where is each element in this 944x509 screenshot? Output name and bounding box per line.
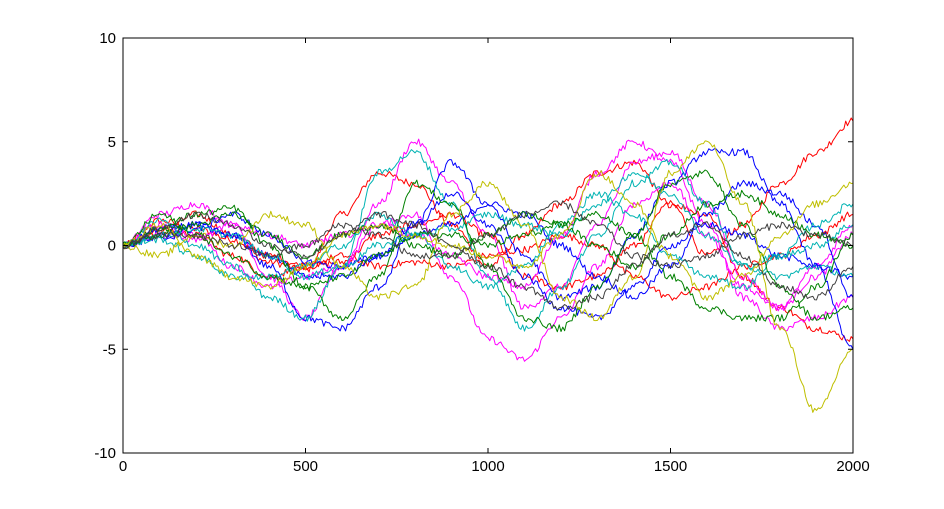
- series-line-7: [122, 148, 854, 350]
- series-line-1: [122, 117, 854, 273]
- series-line-5: [122, 181, 854, 362]
- x-tick-label: 0: [119, 458, 127, 475]
- y-tick-label: 0: [108, 238, 116, 255]
- y-tick-label: 5: [108, 134, 116, 151]
- x-tick-label: 2000: [836, 458, 869, 475]
- y-axis-ticks: -10 -5 0 5 10: [94, 30, 853, 462]
- series-line-11: [122, 172, 854, 281]
- series-line-16: [122, 140, 854, 413]
- series-line-9: [122, 191, 854, 321]
- series-line-17: [122, 170, 854, 301]
- x-tick-label: 500: [293, 458, 318, 475]
- series-line-19: [122, 200, 854, 269]
- y-tick-label: -5: [103, 341, 116, 358]
- series-line-10: [122, 149, 854, 332]
- series-line-15: [122, 210, 854, 323]
- x-tick-label: 1000: [471, 458, 504, 475]
- y-tick-label: -10: [94, 445, 116, 462]
- series-line-4: [122, 138, 854, 321]
- series-line-14: [122, 189, 854, 271]
- series-line-8: [122, 179, 854, 300]
- y-tick-label: 10: [99, 30, 116, 47]
- series-line-18: [123, 211, 854, 311]
- x-tick-label: 1500: [654, 458, 687, 475]
- x-axis-ticks: 0 500 1000 1500 2000: [119, 38, 870, 475]
- series-layer: [122, 117, 854, 413]
